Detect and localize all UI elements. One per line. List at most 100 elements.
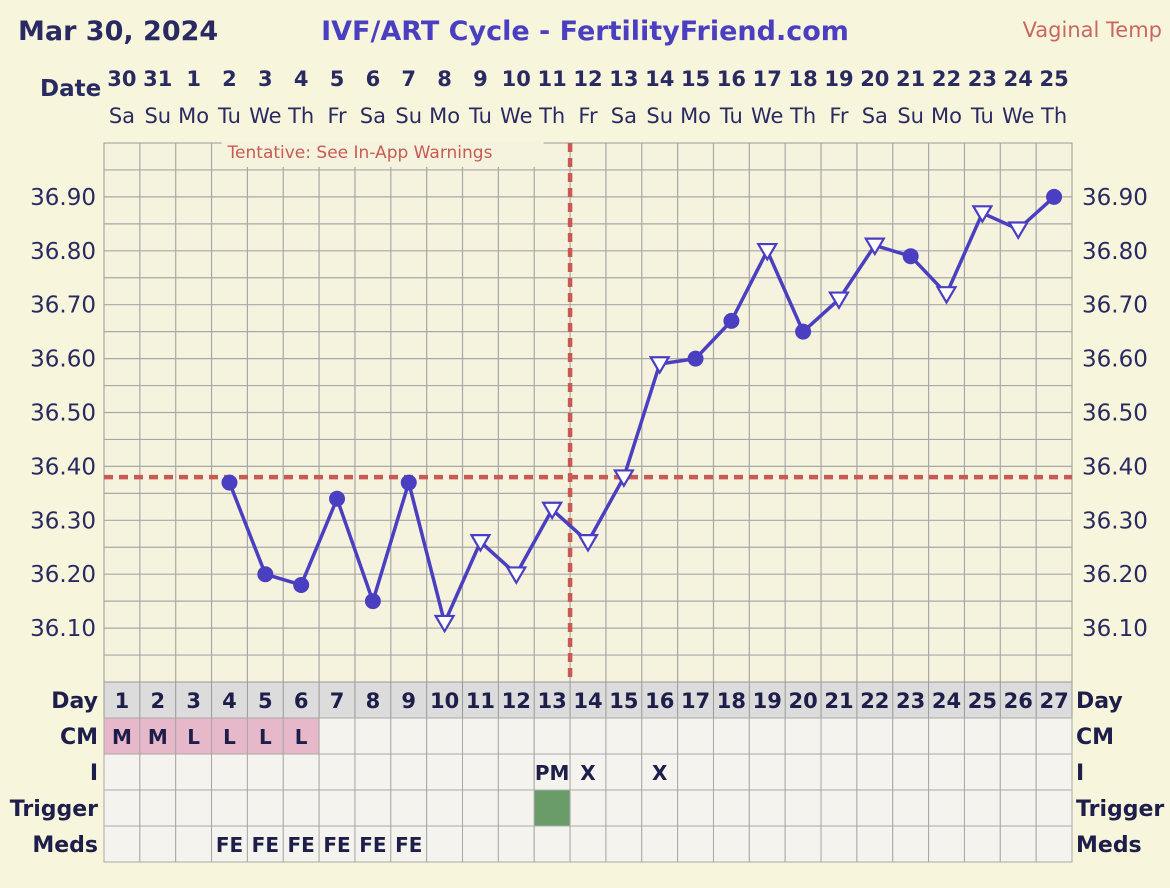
y-tick-label-left: 36.70 bbox=[30, 293, 96, 319]
table-cell bbox=[963, 789, 1001, 827]
table-cell bbox=[677, 789, 714, 827]
date-label: 11 bbox=[538, 67, 567, 91]
y-tick-label-left: 36.60 bbox=[30, 347, 96, 373]
temp-point-triangle bbox=[756, 242, 779, 262]
table-cell bbox=[354, 825, 392, 863]
table-cell bbox=[1035, 717, 1073, 755]
weekday-label: Sa bbox=[109, 104, 135, 128]
cell-value: FE bbox=[216, 833, 243, 857]
weekday-label: Su bbox=[897, 104, 924, 128]
y-tick-label-right: 36.40 bbox=[1082, 454, 1148, 480]
table-cell bbox=[605, 753, 643, 791]
date-label: 19 bbox=[824, 67, 853, 91]
day-number: 9 bbox=[401, 689, 416, 713]
date-label: 23 bbox=[968, 67, 997, 91]
table-cell bbox=[641, 825, 679, 863]
weekday-label: We bbox=[249, 104, 281, 128]
table-cell bbox=[820, 717, 858, 755]
table-cell bbox=[641, 717, 679, 755]
table-cell bbox=[497, 789, 535, 827]
row-label-left: I bbox=[90, 761, 98, 786]
y-tick-label-right: 36.20 bbox=[1082, 562, 1148, 588]
temp-point-triangle bbox=[433, 614, 456, 634]
date-label: 8 bbox=[437, 67, 452, 91]
weekday-label: Tu bbox=[468, 104, 492, 128]
table-cell bbox=[139, 825, 177, 863]
table-cell bbox=[533, 789, 571, 827]
y-tick-label-right: 36.30 bbox=[1082, 508, 1148, 534]
day-number: 17 bbox=[681, 689, 710, 713]
weekday-label: Su bbox=[646, 104, 673, 128]
table-cell bbox=[892, 717, 930, 755]
table-cell bbox=[569, 825, 607, 863]
date-label: 13 bbox=[609, 67, 638, 91]
weekday-label: Th bbox=[287, 104, 314, 128]
weekday-label: Th bbox=[789, 104, 816, 128]
cell-value: L bbox=[259, 725, 272, 749]
table-cell bbox=[820, 753, 858, 791]
temp-point-triangle bbox=[971, 205, 994, 224]
table-cell bbox=[211, 789, 248, 827]
table-cell bbox=[605, 789, 643, 827]
date-label: 14 bbox=[645, 67, 674, 91]
table-cell bbox=[139, 789, 177, 827]
row-label-right: Meds bbox=[1076, 833, 1142, 858]
temp-point-triangle bbox=[469, 534, 492, 553]
table-cell bbox=[928, 753, 965, 791]
table-cell bbox=[533, 825, 571, 863]
date-label: 15 bbox=[681, 67, 710, 91]
table-cell bbox=[426, 789, 464, 827]
table-cell bbox=[748, 825, 786, 863]
table-cell bbox=[1035, 789, 1073, 827]
table-cell bbox=[354, 753, 392, 791]
table-cell bbox=[856, 789, 894, 827]
weekday-label: We bbox=[1002, 104, 1034, 128]
table-cell bbox=[928, 789, 965, 827]
temp-point bbox=[1046, 188, 1063, 205]
row-label-left: CM bbox=[60, 725, 98, 750]
cell-value: L bbox=[295, 725, 308, 749]
weekday-label: Sa bbox=[360, 104, 386, 128]
date-label: 20 bbox=[860, 67, 889, 91]
table-cell bbox=[211, 753, 248, 791]
day-number: 24 bbox=[932, 689, 961, 713]
day-number: 5 bbox=[258, 689, 273, 713]
row-label-right: Day bbox=[1076, 689, 1123, 714]
y-tick-label-right: 36.90 bbox=[1082, 185, 1148, 211]
table-cell bbox=[1035, 753, 1073, 791]
cell-value: X bbox=[652, 761, 668, 785]
table-cell bbox=[677, 753, 714, 791]
weekday-label: Fr bbox=[578, 104, 598, 128]
row-label-right: Trigger bbox=[1076, 797, 1164, 822]
row-label-left: Day bbox=[51, 689, 98, 714]
table-cell bbox=[712, 825, 750, 863]
date-label: 4 bbox=[294, 67, 309, 91]
weekday-label: Mo bbox=[931, 104, 962, 128]
table-cell bbox=[318, 753, 356, 791]
date-label: 18 bbox=[788, 67, 817, 91]
weekday-label: Th bbox=[1040, 104, 1067, 128]
day-number: 2 bbox=[150, 689, 165, 713]
row-label-right: CM bbox=[1076, 725, 1114, 750]
row-label-left: Meds bbox=[32, 833, 98, 858]
table-cell bbox=[748, 753, 786, 791]
table-cell bbox=[677, 717, 714, 755]
date-label: 17 bbox=[753, 67, 782, 91]
temp-point-triangle bbox=[612, 469, 635, 488]
temp-point bbox=[364, 593, 381, 610]
temp-point bbox=[902, 248, 919, 265]
day-number: 21 bbox=[824, 689, 853, 713]
date-label: 31 bbox=[143, 67, 172, 91]
cell-value: L bbox=[187, 725, 200, 749]
table-cell bbox=[175, 753, 213, 791]
y-tick-label-right: 36.70 bbox=[1082, 293, 1148, 319]
table-cell bbox=[462, 789, 499, 827]
table-cell bbox=[318, 717, 356, 755]
day-number: 23 bbox=[896, 689, 925, 713]
table-cell bbox=[175, 717, 213, 755]
table-cell bbox=[892, 825, 930, 863]
day-number: 6 bbox=[294, 689, 309, 713]
date-label: 7 bbox=[401, 67, 416, 91]
y-tick-label-right: 36.50 bbox=[1082, 401, 1148, 427]
